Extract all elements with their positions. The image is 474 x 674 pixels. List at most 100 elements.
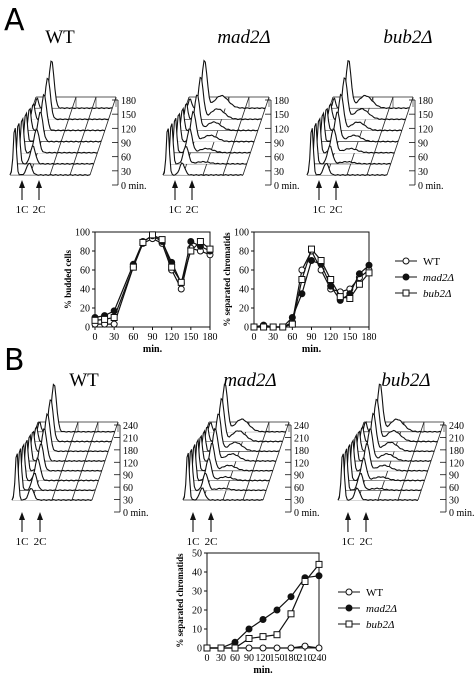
data-point-square: [355, 280, 363, 288]
facs-time-label: 120: [294, 458, 309, 469]
facs-time-label: 150: [121, 110, 136, 121]
dna-marker-label: 2C: [33, 204, 46, 216]
data-point-square: [129, 263, 137, 271]
y-tick-label: 40: [80, 285, 90, 296]
data-point-square: [149, 231, 156, 239]
dna-marker-label: 1C: [16, 536, 29, 548]
data-point-circle: [259, 616, 267, 623]
dna-arrow-head: [19, 180, 25, 188]
data-point-circle: [245, 644, 253, 652]
facs-time-label: 0 min.: [121, 181, 147, 192]
dna-marker-label: 1C: [169, 204, 182, 216]
data-point-square: [110, 314, 118, 321]
y-tick-label: 60: [239, 266, 249, 277]
facs-gridline-col: [222, 96, 250, 176]
facs-time-label: 120: [121, 124, 136, 135]
legend-marker-square: [345, 620, 353, 628]
panel-b-strain-title: WT: [69, 370, 99, 391]
legend-label: mad2Δ: [423, 272, 454, 284]
data-point-square: [269, 323, 277, 331]
data-point-circle: [315, 572, 323, 580]
facs-time-label: 150: [274, 110, 289, 121]
legend-marker-circle: [402, 273, 410, 281]
data-point-square: [101, 315, 109, 323]
facs-gridline-col: [69, 96, 97, 176]
panel-letter-a: A: [4, 3, 25, 38]
facs-trace: [337, 453, 418, 501]
facs-time-label: 180: [449, 446, 464, 457]
y-tick-label: 20: [239, 304, 249, 315]
data-point-circle: [308, 257, 315, 264]
legend-marker-circle: [402, 257, 410, 265]
facs-block-a: 180 150 120 90 60 30 0 min.: [306, 60, 444, 192]
panel-b-strain-title: mad2Δ: [223, 370, 276, 391]
facs-trace: [11, 453, 93, 501]
dna-marker-label: 1C: [342, 536, 355, 548]
data-point-circle: [273, 606, 281, 614]
y-tick-label: 60: [80, 266, 90, 277]
data-point-square: [288, 320, 296, 328]
facs-time-label: 30: [294, 496, 304, 507]
facs-trace: [166, 123, 247, 165]
facs-time-label: 30: [418, 167, 428, 178]
facs-gridline-col: [49, 96, 77, 176]
data-point-circle: [287, 644, 295, 652]
data-point-circle: [273, 644, 281, 652]
facs-trace: [13, 123, 94, 165]
y-tick-label: 50: [192, 549, 202, 560]
x-tick-label: 150: [342, 332, 357, 343]
x-tick-label: 60: [287, 332, 297, 343]
x-axis-label: min.: [253, 665, 273, 674]
dna-arrow-head: [36, 180, 42, 188]
x-tick-label: 90: [307, 332, 317, 343]
dna-marker-label: 2C: [205, 536, 218, 548]
x-tick-label: 60: [128, 332, 138, 343]
data-point-square: [346, 295, 354, 302]
data-point-square: [336, 293, 344, 301]
facs-gridline-col: [262, 421, 290, 501]
facs-time-label: 90: [123, 471, 133, 482]
data-point-square: [279, 323, 287, 331]
y-tick-label: 0: [244, 323, 249, 334]
data-point-square: [206, 245, 214, 253]
facs-time-label: 180: [294, 446, 309, 457]
dna-arrow-head: [363, 512, 369, 520]
x-axis-label: min.: [143, 344, 163, 355]
panel-a-strain-title: WT: [45, 27, 75, 48]
data-point-square: [245, 635, 253, 642]
facs-time-label: 0 min.: [294, 508, 320, 519]
dna-marker-label: 2C: [186, 204, 199, 216]
x-tick-label: 30: [109, 332, 119, 343]
x-tick-label: 0: [205, 653, 210, 664]
facs-time-label: 60: [418, 153, 428, 164]
facs-time-label: 60: [274, 153, 284, 164]
facs-time-label: 120: [123, 458, 138, 469]
facs-time-label: 60: [121, 153, 131, 164]
data-point-circle: [365, 261, 373, 269]
legend-label: bub2Δ: [423, 288, 451, 300]
facs-time-label: 180: [418, 96, 433, 107]
facs-time-label: 30: [274, 167, 284, 178]
x-tick-label: 90: [148, 332, 158, 343]
dna-marker-label: 2C: [330, 204, 343, 216]
data-point-circle: [355, 270, 363, 278]
legend-label: bub2Δ: [366, 619, 394, 631]
data-point-square: [187, 247, 195, 255]
chart-0: 0 30 60 90 120 150 180 0 20 40 60 80 100 min. % budded…: [63, 228, 218, 356]
data-point-square: [259, 633, 267, 641]
y-tick-label: 40: [192, 568, 202, 579]
data-point-square: [168, 263, 176, 271]
y-tick-label: 30: [192, 587, 202, 598]
facs-time-label: 210: [294, 433, 309, 444]
legend-marker-circle: [345, 604, 353, 612]
dna-arrow-head: [333, 180, 339, 188]
x-tick-label: 180: [362, 332, 377, 343]
data-point-circle: [287, 593, 295, 601]
x-tick-label: 30: [216, 653, 226, 664]
facs-trace: [9, 128, 91, 176]
facs-time-label: 210: [123, 433, 138, 444]
y-tick-label: 20: [80, 304, 90, 315]
dna-arrow-head: [189, 180, 195, 188]
x-tick-label: 210: [298, 653, 313, 664]
